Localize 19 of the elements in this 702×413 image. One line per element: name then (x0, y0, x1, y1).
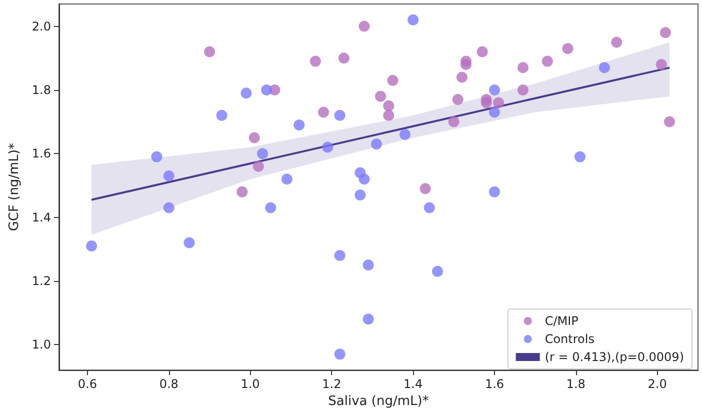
y-tick-label: 1.0 (32, 338, 51, 352)
x-axis-title: Saliva (ng/mL)* (328, 394, 430, 409)
y-tick-label: 1.4 (32, 210, 51, 224)
y-axis-title: GCF (ng/mL)* (7, 142, 22, 232)
legend-label: Controls (544, 332, 594, 346)
x-tick-label: 1.4 (404, 377, 423, 392)
y-tick-label: 2.0 (32, 19, 51, 34)
x-tick-label: 2.0 (648, 377, 667, 392)
x-tick-label: 1.0 (240, 377, 260, 392)
legend-label: C/MIP (544, 314, 578, 328)
y-tick-label: 1.2 (32, 274, 51, 288)
x-tick-label: 1.6 (484, 377, 504, 392)
x-tick-label: 1.8 (566, 377, 586, 392)
y-tick-label: 1.8 (32, 82, 51, 97)
x-tick-label: 1.2 (322, 377, 342, 392)
y-tick-label: 1.6 (32, 146, 51, 161)
x-tick-label: 0.8 (159, 377, 178, 392)
x-tick-label: 0.6 (78, 377, 98, 392)
legend-label: (r = 0.413),(p=0.0009) (544, 350, 684, 364)
